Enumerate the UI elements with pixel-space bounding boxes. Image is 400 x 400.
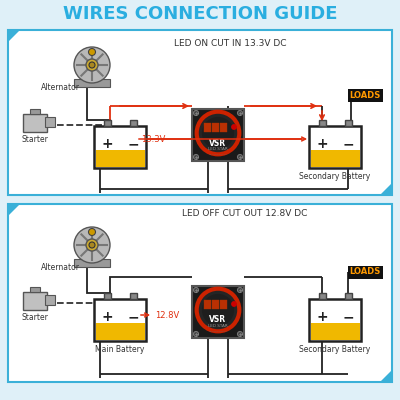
Bar [94, 299, 146, 341]
Circle shape [88, 228, 96, 236]
Bar [348, 88, 382, 102]
Circle shape [238, 110, 242, 116]
Circle shape [74, 47, 110, 83]
Circle shape [194, 154, 198, 160]
Bar [318, 120, 326, 126]
Bar [130, 120, 136, 126]
Text: VSR: VSR [210, 316, 226, 324]
Bar [30, 287, 40, 292]
Circle shape [232, 125, 236, 129]
Text: −: − [342, 310, 354, 324]
Bar [212, 122, 218, 132]
Text: +: + [101, 137, 113, 151]
Bar [344, 120, 352, 126]
Circle shape [89, 242, 95, 248]
Circle shape [86, 59, 98, 71]
Text: +: + [101, 310, 113, 324]
Circle shape [238, 288, 242, 292]
Text: VSR: VSR [210, 138, 226, 148]
Text: Secondary Battery: Secondary Battery [299, 345, 371, 354]
Text: LED ON CUT IN 13.3V DC: LED ON CUT IN 13.3V DC [174, 40, 286, 48]
Circle shape [232, 302, 236, 306]
Bar [220, 122, 226, 132]
Text: Alternator: Alternator [40, 264, 80, 272]
Bar [96, 150, 144, 166]
Bar [45, 295, 55, 305]
Text: Alternator: Alternator [40, 84, 80, 92]
Bar [192, 286, 244, 338]
Bar [23, 114, 47, 132]
Bar [30, 109, 40, 114]
Text: Starter: Starter [22, 312, 48, 322]
Text: LED STAR: LED STAR [208, 147, 228, 151]
Bar [309, 126, 361, 168]
Polygon shape [8, 204, 20, 216]
Circle shape [89, 62, 95, 68]
Bar [94, 126, 146, 168]
Bar [130, 293, 136, 299]
Polygon shape [380, 370, 392, 382]
Text: LED OFF CUT OUT 12.8V DC: LED OFF CUT OUT 12.8V DC [182, 210, 308, 218]
Text: +: + [316, 310, 328, 324]
Bar [212, 300, 218, 308]
Text: ___________: ___________ [208, 151, 228, 155]
Bar [104, 293, 110, 299]
Text: LED STAR: LED STAR [208, 324, 228, 328]
Circle shape [197, 112, 239, 154]
Circle shape [194, 332, 198, 336]
Bar [204, 300, 210, 308]
Bar [318, 293, 326, 299]
Circle shape [88, 48, 96, 56]
Bar [96, 323, 144, 340]
Circle shape [74, 227, 110, 263]
Bar [23, 292, 47, 310]
Circle shape [238, 154, 242, 160]
Text: 12.8V: 12.8V [155, 310, 179, 320]
Circle shape [238, 332, 242, 336]
Bar [204, 122, 210, 132]
Bar [8, 204, 392, 382]
Polygon shape [380, 183, 392, 195]
Bar [309, 299, 361, 341]
Circle shape [194, 288, 198, 292]
Text: −: − [127, 137, 139, 151]
Bar [348, 266, 382, 278]
Bar [192, 109, 244, 161]
Text: ___________: ___________ [208, 328, 228, 332]
Bar [104, 120, 110, 126]
Text: LOADS: LOADS [349, 90, 381, 100]
Bar [220, 300, 226, 308]
Circle shape [194, 110, 198, 116]
Text: LOADS: LOADS [349, 268, 381, 276]
Text: 13.3V: 13.3V [141, 134, 165, 144]
Text: Starter: Starter [22, 134, 48, 144]
Bar [74, 259, 110, 267]
Polygon shape [8, 30, 20, 42]
Text: −: − [127, 310, 139, 324]
Bar [344, 293, 352, 299]
Text: WIRES CONNECTION GUIDE: WIRES CONNECTION GUIDE [63, 5, 337, 23]
Bar [8, 30, 392, 195]
Bar [74, 79, 110, 87]
Text: −: − [342, 137, 354, 151]
Text: Main Battery: Main Battery [95, 345, 145, 354]
Text: Secondary Battery: Secondary Battery [299, 172, 371, 181]
Circle shape [202, 117, 234, 149]
Text: +: + [316, 137, 328, 151]
Bar [45, 117, 55, 127]
Circle shape [202, 294, 234, 326]
Circle shape [86, 239, 98, 251]
Bar [310, 150, 360, 166]
Bar [310, 323, 360, 340]
Circle shape [197, 289, 239, 331]
